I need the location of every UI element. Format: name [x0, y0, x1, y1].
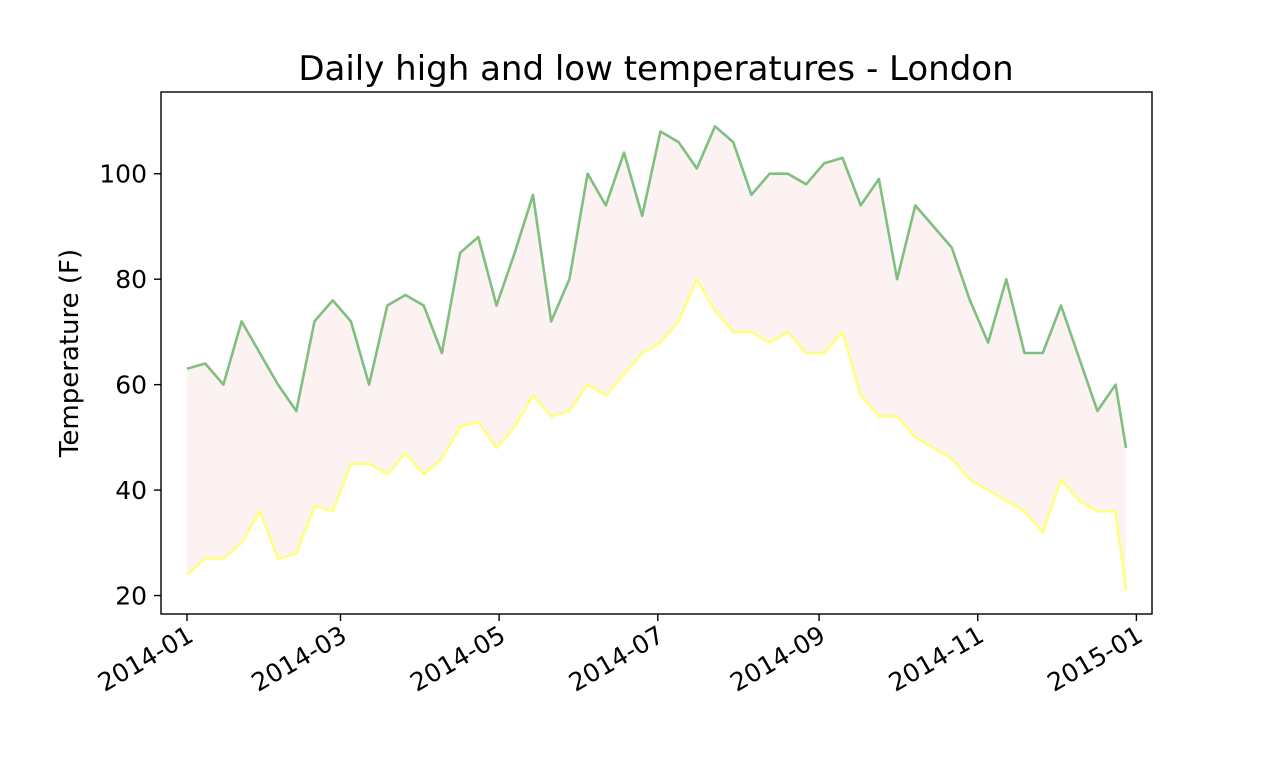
y-axis-label: Temperature (F) [55, 249, 85, 458]
x-tick-label: 2014-11 [884, 620, 989, 697]
y-tick-label: 20 [115, 582, 147, 611]
fill-between-area [187, 126, 1126, 591]
x-tick-label: 2015-01 [1042, 620, 1147, 697]
x-tick-label: 2014-05 [405, 620, 510, 697]
x-tick-label: 2014-01 [93, 620, 198, 697]
x-tick-label: 2014-07 [564, 620, 669, 697]
highs-line [186, 125, 1128, 449]
y-tick-label: 40 [115, 476, 147, 505]
plot-area: 20 40 60 80 100 2014-01 2014-03 2014-05 2014-07 2… [93, 91, 1153, 697]
x-tick-label: 2014-09 [725, 620, 830, 697]
lows-line [186, 277, 1128, 591]
y-tick-label: 80 [115, 265, 147, 294]
y-tick-label: 100 [99, 160, 147, 189]
y-tick-label: 60 [115, 371, 147, 400]
chart-title: Daily high and low temperatures - London [298, 49, 1013, 89]
x-tick-label: 2014-03 [246, 620, 351, 697]
plot-frame [160, 91, 1153, 615]
